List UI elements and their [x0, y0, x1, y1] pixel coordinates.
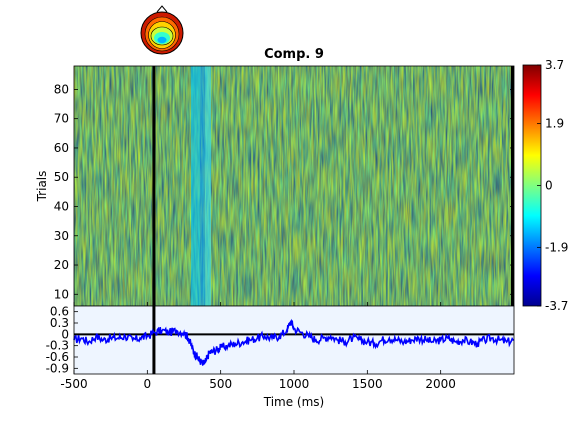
x-axis-label: Time (ms) — [263, 395, 325, 409]
trial-image — [74, 66, 514, 306]
erp-panel-frame — [73, 305, 515, 375]
erp-y-tick-label: -0.9 — [46, 361, 69, 375]
y-tick-label: 80 — [54, 82, 69, 96]
colorbar-ticks: 3.7 1.9 0 -1.9 -3.7 — [537, 58, 568, 313]
y-tick-label: 70 — [54, 112, 69, 126]
erp-y-tick-label: -0.3 — [46, 339, 69, 353]
erp-y-tick-label: 0.3 — [50, 316, 69, 330]
x-tick-label: 1000 — [279, 377, 310, 391]
colorbar-tick-label: -3.7 — [545, 299, 568, 313]
erp-y-tick-label: -0.6 — [46, 350, 69, 364]
y-tick-label: 60 — [54, 141, 69, 155]
erp-axes: 0.60.30-0.3-0.6-0.9-500 0 500 1000 1500 2000 — [46, 305, 514, 391]
chart-title: Comp. 9 — [264, 47, 324, 62]
y-tick-label: 10 — [54, 287, 69, 301]
erp-y-tick-label: 0.6 — [50, 305, 69, 319]
erp-y-tick-label: 0 — [61, 327, 69, 341]
y-tick-label: 50 — [54, 170, 69, 184]
x-tick-label: 500 — [209, 377, 232, 391]
colorbar: 3.7 1.9 0 -1.9 -3.7 — [522, 58, 568, 313]
x-tick-label: 2000 — [425, 377, 456, 391]
y-tick-label: 20 — [54, 258, 69, 272]
trial-image-dip-band — [191, 66, 211, 306]
trial-image-texture-warm — [74, 66, 514, 306]
colorbar-tick-label: 0 — [545, 179, 553, 193]
y-tick-label: 40 — [54, 199, 69, 213]
colorbar-tick-label: 3.7 — [545, 58, 564, 72]
colorbar-tick-label: 1.9 — [545, 117, 564, 131]
y-tick-label: 30 — [54, 229, 69, 243]
x-tick-label: 1500 — [352, 377, 383, 391]
colorbar-tick-label: -1.9 — [545, 240, 568, 254]
trial-image-axes: 10 20 30 40 50 60 70 80 — [54, 65, 515, 307]
erp-average-line — [73, 318, 514, 366]
x-tick-label: 0 — [144, 377, 152, 391]
scalp-topography-icon — [140, 5, 184, 55]
x-tick-label: -500 — [60, 377, 87, 391]
y-axis-label: Trials — [35, 171, 49, 203]
